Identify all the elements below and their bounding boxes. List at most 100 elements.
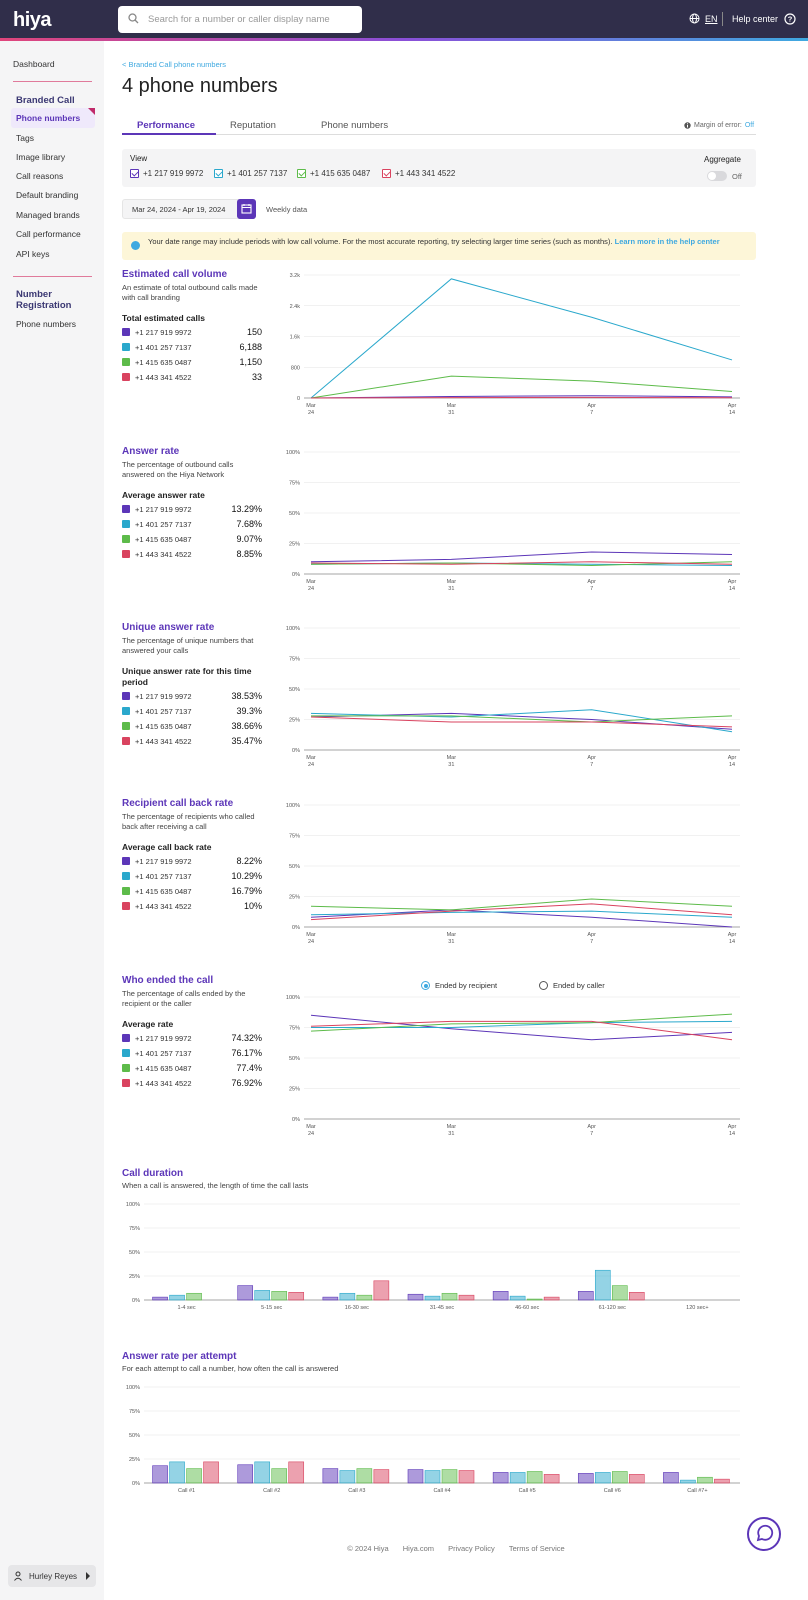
view-checkbox-4[interactable]: +1 443 341 4522 [382, 169, 455, 178]
answer-attempt-desc: For each attempt to call a number, how o… [122, 1364, 339, 1373]
sidebar-heading-number-registration[interactable]: Number Registration [16, 289, 72, 311]
help-center-link[interactable]: Help center ? [732, 13, 796, 25]
bar [356, 1294, 373, 1301]
series-swatch [122, 358, 130, 366]
view-checkbox-2[interactable]: +1 401 257 7137 [214, 169, 287, 178]
legend-row[interactable]: +1 443 341 4522 33 [122, 371, 262, 383]
bar [169, 1294, 185, 1301]
learn-more-link[interactable]: Learn more in the help center [614, 237, 720, 246]
legend-row[interactable]: +1 443 341 4522 8.85% [122, 548, 262, 560]
y-tick-label: 50% [289, 687, 300, 693]
search-input[interactable] [148, 11, 353, 28]
x-tick-label: 24 [308, 586, 314, 592]
series-swatch [122, 550, 130, 558]
calendar-button[interactable] [237, 199, 256, 219]
search-box[interactable] [118, 6, 362, 33]
tab-performance[interactable]: Performance [137, 120, 196, 131]
legend-row[interactable]: +1 415 635 0487 77.4% [122, 1062, 262, 1074]
main-content: < Branded Call phone numbers 4 phone num… [104, 41, 808, 1600]
legend-row[interactable]: +1 217 919 9972 8.22% [122, 855, 262, 867]
bar [492, 1472, 509, 1484]
series-swatch [122, 535, 130, 543]
section-desc: An estimate of total outbound calls made… [122, 283, 258, 302]
chat-button[interactable] [747, 1517, 781, 1551]
legend-row[interactable]: +1 217 919 9972 74.32% [122, 1032, 262, 1044]
section-title: Answer rate [122, 446, 180, 457]
y-tick-label: 1.6k [290, 335, 301, 341]
footer-privacy-link[interactable]: Privacy Policy [448, 1544, 495, 1553]
legend-row[interactable]: +1 415 635 0487 1,150 [122, 356, 262, 368]
legend-row[interactable]: +1 443 341 4522 10% [122, 900, 262, 912]
checkbox[interactable] [382, 169, 391, 178]
y-tick-label: 75% [289, 834, 300, 840]
user-name: Hurley Reyes [29, 1571, 78, 1581]
x-tick-label: Mar [306, 932, 316, 938]
x-tick-label: Mar [447, 932, 457, 938]
legend-value: 8.22% [236, 856, 262, 866]
legend-row[interactable]: +1 401 257 7137 10.29% [122, 870, 262, 882]
y-tick-label: 100% [286, 450, 300, 456]
sidebar-item-phone-numbers[interactable]: Phone numbers [16, 113, 81, 123]
sidebar-item-call-performance[interactable]: Call performance [16, 229, 81, 239]
info-icon [131, 241, 140, 250]
tab-reputation[interactable]: Reputation [230, 120, 276, 131]
y-tick-label: 50% [129, 1250, 140, 1256]
view-checkbox-1[interactable]: +1 217 919 9972 [130, 169, 203, 178]
legend-row[interactable]: +1 443 341 4522 76.92% [122, 1077, 262, 1089]
top-bar: hiya EN Help center ? [0, 0, 808, 38]
footer-terms-link[interactable]: Terms of Service [508, 1544, 565, 1553]
tab-phone-numbers[interactable]: Phone numbers [321, 120, 389, 131]
sidebar-item-default-branding[interactable]: Default branding [16, 190, 79, 200]
bar [543, 1474, 560, 1484]
legend-row[interactable]: +1 401 257 7137 7.68% [122, 518, 262, 530]
bar [714, 1478, 730, 1484]
radio-ended-by-caller[interactable]: Ended by caller [539, 981, 605, 990]
checkbox[interactable] [297, 169, 306, 178]
sidebar-item-tags[interactable]: Tags [16, 133, 34, 143]
legend-row[interactable]: +1 401 257 7137 6,188 [122, 341, 262, 353]
radio-button[interactable] [421, 981, 430, 990]
checkbox-label: +1 217 919 9972 [143, 169, 204, 178]
legend-row[interactable]: +1 415 635 0487 9.07% [122, 533, 262, 545]
series-line [310, 1014, 733, 1041]
margin-of-error[interactable]: Margin of error: Off [684, 122, 754, 129]
legend-row[interactable]: +1 217 919 9972 13.29% [122, 503, 262, 515]
legend-row[interactable]: +1 415 635 0487 38.66% [122, 720, 262, 732]
sidebar-heading-branded-call[interactable]: Branded Call [16, 95, 75, 106]
view-checkbox-3[interactable]: +1 415 635 0487 [297, 169, 370, 178]
legend-row[interactable]: +1 217 919 9972 150 [122, 326, 262, 338]
bar [441, 1469, 458, 1484]
x-tick-label: Apr [728, 932, 737, 938]
bar [492, 1291, 509, 1301]
alert-message: Your date range may include periods with… [148, 237, 613, 246]
legend-row[interactable]: +1 443 341 4522 35.47% [122, 735, 262, 747]
sidebar-item-api-keys[interactable]: API keys [16, 249, 50, 259]
radio-button[interactable] [539, 981, 548, 990]
breadcrumb[interactable]: < Branded Call phone numbers [122, 60, 227, 69]
margin-value[interactable]: Off [744, 122, 755, 129]
x-tick-label: 14 [729, 939, 735, 945]
x-tick-label: Apr [587, 579, 596, 585]
bar [407, 1293, 424, 1301]
y-tick-label: 25% [129, 1274, 140, 1280]
radio-ended-by-recipient[interactable]: Ended by recipient [421, 981, 497, 990]
checkbox[interactable] [214, 169, 223, 178]
call-duration-title: Call duration [122, 1168, 184, 1179]
legend-row[interactable]: +1 415 635 0487 16.79% [122, 885, 262, 897]
sidebar-item-nr-phone-numbers[interactable]: Phone numbers [16, 319, 77, 329]
legend-row[interactable]: +1 401 257 7137 39.3% [122, 705, 262, 717]
user-menu[interactable]: Hurley Reyes [8, 1565, 96, 1587]
language-code: EN [705, 13, 718, 24]
footer-hiya-link[interactable]: Hiya.com [402, 1544, 434, 1553]
legend-row[interactable]: +1 217 919 9972 38.53% [122, 690, 262, 702]
sidebar-item-call-reasons[interactable]: Call reasons [16, 171, 64, 181]
legend-row[interactable]: +1 401 257 7137 76.17% [122, 1047, 262, 1059]
checkbox[interactable] [130, 169, 139, 178]
hiya-logo[interactable]: hiya [13, 9, 52, 31]
section-desc: The percentage of recipients who called … [122, 812, 255, 831]
sidebar-item-image-library[interactable]: Image library [16, 152, 66, 162]
language-selector[interactable]: EN [689, 13, 718, 24]
aggregate-toggle[interactable] [707, 171, 727, 181]
sidebar-item-dashboard[interactable]: Dashboard [13, 59, 55, 69]
sidebar-item-managed-brands[interactable]: Managed brands [16, 210, 80, 220]
